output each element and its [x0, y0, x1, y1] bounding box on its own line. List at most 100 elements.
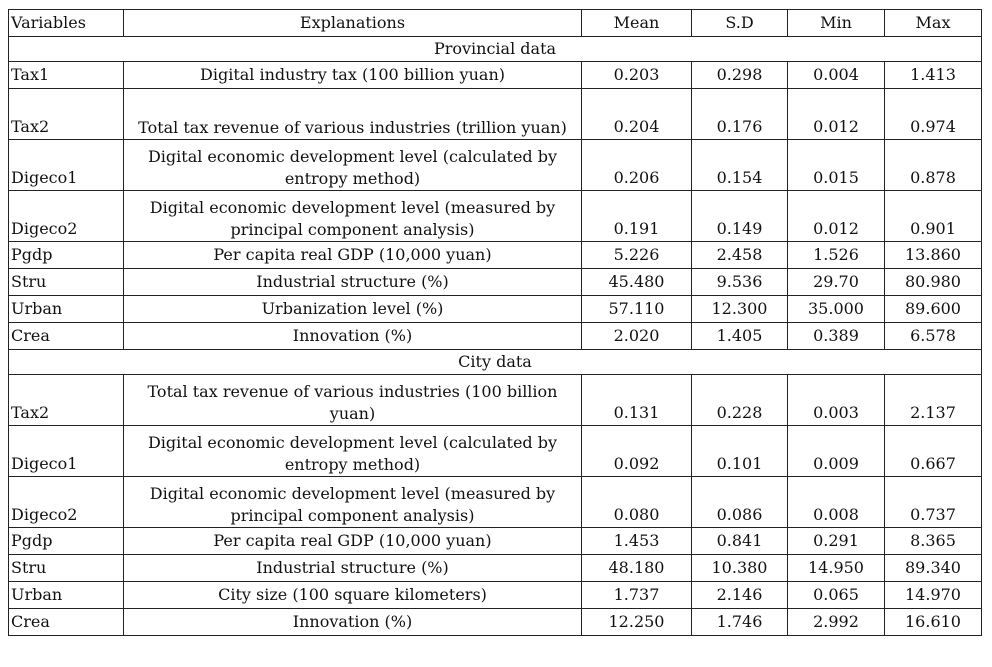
min-cell: 0.065 [787, 581, 885, 609]
variable-cell: Crea [8, 608, 124, 636]
descriptive-statistics-table-wrapper: Variables Explanations Mean S.D Min Max … [8, 9, 982, 636]
mean-cell: 0.092 [581, 425, 692, 477]
sd-cell: 0.101 [691, 425, 788, 477]
mean-cell: 57.110 [581, 295, 692, 323]
table-row: Digeco1 Digital economic development leve… [8, 425, 982, 477]
min-cell: 0.003 [787, 374, 885, 426]
min-cell: 35.000 [787, 295, 885, 323]
variable-cell: Tax2 [8, 88, 124, 140]
explanation-cell: Total tax revenue of various industries … [123, 374, 582, 426]
max-cell: 0.737 [884, 476, 982, 528]
max-cell: 89.340 [884, 554, 982, 582]
explanation-cell: Digital industry tax (100 billion yuan) [123, 61, 582, 89]
explanation-cell: Urbanization level (%) [123, 295, 582, 323]
variable-cell: Stru [8, 268, 124, 296]
table-row: Pgdp Per capita real GDP (10,000 yuan) 5.2… [8, 241, 982, 269]
sd-cell: 0.228 [691, 374, 788, 426]
max-cell: 6.578 [884, 322, 982, 350]
mean-cell: 0.203 [581, 61, 692, 89]
max-cell: 16.610 [884, 608, 982, 636]
variable-cell: Digeco1 [8, 139, 124, 191]
min-cell: 0.012 [787, 88, 885, 140]
sd-cell: 10.380 [691, 554, 788, 582]
section-row: Provincial data [8, 36, 982, 62]
header-sd: S.D [691, 9, 788, 37]
section-row: City data [8, 349, 982, 375]
min-cell: 0.004 [787, 61, 885, 89]
explanation-cell: Innovation (%) [123, 608, 582, 636]
explanation-cell: City size (100 square kilometers) [123, 581, 582, 609]
explanation-cell: Per capita real GDP (10,000 yuan) [123, 527, 582, 555]
sd-cell: 1.746 [691, 608, 788, 636]
table-row: Urban Urbanization level (%) 57.110 12.300 3… [8, 295, 982, 323]
max-cell: 14.970 [884, 581, 982, 609]
explanation-cell: Innovation (%) [123, 322, 582, 350]
max-cell: 89.600 [884, 295, 982, 323]
mean-cell: 48.180 [581, 554, 692, 582]
table-row: Tax1 Digital industry tax (100 billion yu… [8, 61, 982, 89]
table-row: Tax2 Total tax revenue of various industr… [8, 374, 982, 426]
sd-cell: 0.841 [691, 527, 788, 555]
variable-cell: Urban [8, 295, 124, 323]
section-title: City data [8, 349, 982, 375]
min-cell: 0.389 [787, 322, 885, 350]
variable-cell: Pgdp [8, 241, 124, 269]
table-row: Stru Industrial structure (%) 45.480 9.536 2… [8, 268, 982, 296]
header-min: Min [787, 9, 885, 37]
mean-cell: 0.204 [581, 88, 692, 140]
table-row: Urban City size (100 square kilometers) 1.… [8, 581, 982, 609]
mean-cell: 0.191 [581, 190, 692, 242]
min-cell: 0.015 [787, 139, 885, 191]
min-cell: 14.950 [787, 554, 885, 582]
max-cell: 0.878 [884, 139, 982, 191]
variable-cell: Pgdp [8, 527, 124, 555]
sd-cell: 0.149 [691, 190, 788, 242]
explanation-cell: Digital economic development level (calc… [123, 139, 582, 191]
header-explanations: Explanations [123, 9, 582, 37]
explanation-cell: Per capita real GDP (10,000 yuan) [123, 241, 582, 269]
max-cell: 8.365 [884, 527, 982, 555]
variable-cell: Stru [8, 554, 124, 582]
sd-cell: 0.298 [691, 61, 788, 89]
min-cell: 0.008 [787, 476, 885, 528]
variable-cell: Tax1 [8, 61, 124, 89]
sd-cell: 0.086 [691, 476, 788, 528]
min-cell: 29.70 [787, 268, 885, 296]
mean-cell: 0.131 [581, 374, 692, 426]
max-cell: 0.667 [884, 425, 982, 477]
mean-cell: 12.250 [581, 608, 692, 636]
mean-cell: 45.480 [581, 268, 692, 296]
table-row: Crea Innovation (%) 2.020 1.405 0.389 6.578 [8, 322, 982, 350]
mean-cell: 0.206 [581, 139, 692, 191]
mean-cell: 0.080 [581, 476, 692, 528]
mean-cell: 1.453 [581, 527, 692, 555]
max-cell: 1.413 [884, 61, 982, 89]
max-cell: 0.974 [884, 88, 982, 140]
table-row: Digeco1 Digital economic development leve… [8, 139, 982, 191]
sd-cell: 0.154 [691, 139, 788, 191]
explanation-cell: Digital economic development level (calc… [123, 425, 582, 477]
min-cell: 0.009 [787, 425, 885, 477]
header-variables: Variables [8, 9, 124, 37]
section-title: Provincial data [8, 36, 982, 62]
variable-cell: Digeco2 [8, 476, 124, 528]
variable-cell: Digeco2 [8, 190, 124, 242]
max-cell: 2.137 [884, 374, 982, 426]
descriptive-statistics-table: Variables Explanations Mean S.D Min Max … [8, 9, 982, 636]
explanation-cell: Industrial structure (%) [123, 268, 582, 296]
min-cell: 1.526 [787, 241, 885, 269]
min-cell: 2.992 [787, 608, 885, 636]
variable-cell: Urban [8, 581, 124, 609]
table-row: Pgdp Per capita real GDP (10,000 yuan) 1.4… [8, 527, 982, 555]
table-row: Digeco2 Digital economic development leve… [8, 476, 982, 528]
max-cell: 13.860 [884, 241, 982, 269]
header-max: Max [884, 9, 982, 37]
sd-cell: 0.176 [691, 88, 788, 140]
table-row: Digeco2 Digital economic development leve… [8, 190, 982, 242]
explanation-cell: Digital economic development level (meas… [123, 476, 582, 528]
sd-cell: 2.146 [691, 581, 788, 609]
sd-cell: 1.405 [691, 322, 788, 350]
variable-cell: Digeco1 [8, 425, 124, 477]
header-row: Variables Explanations Mean S.D Min Max [8, 9, 982, 37]
sd-cell: 12.300 [691, 295, 788, 323]
